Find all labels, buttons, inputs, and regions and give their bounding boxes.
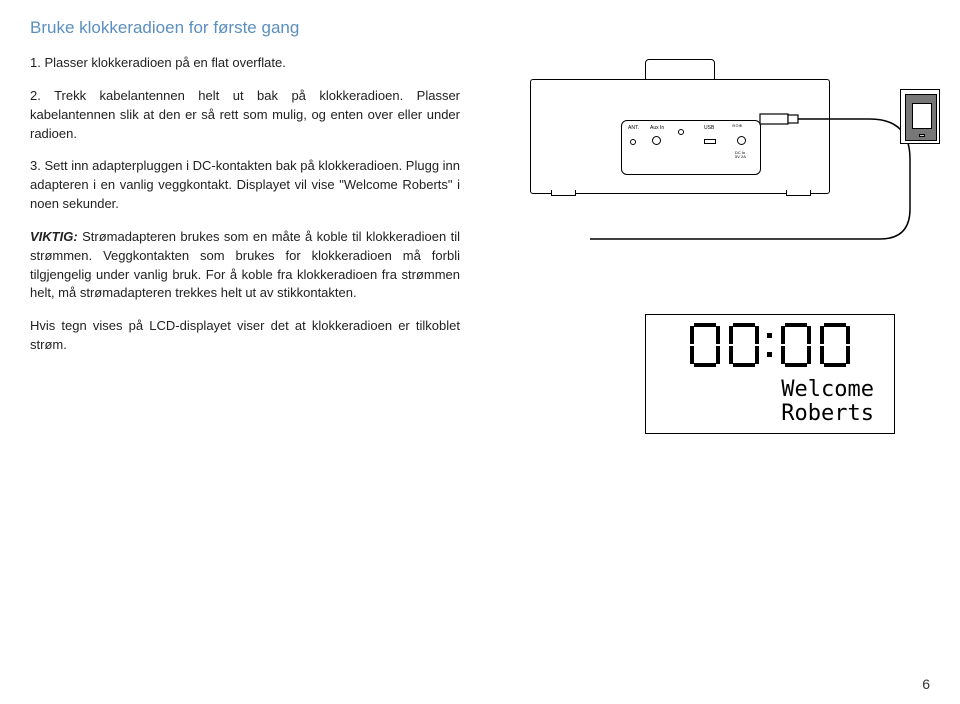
digit-0d — [820, 323, 850, 367]
adapter-face — [912, 103, 932, 129]
illustration-column: ANT. Aux In USB ⊖⊙⊕ DC In 5V 2A — [490, 54, 930, 369]
usb-slot — [704, 139, 716, 144]
aux-port — [652, 136, 661, 145]
foot-right — [786, 190, 811, 196]
power-adapter — [900, 89, 940, 144]
digit-0b — [729, 323, 759, 367]
lcd-display: Welcome Roberts — [645, 314, 895, 434]
dc-port — [737, 136, 746, 145]
lcd-time — [658, 323, 882, 372]
digit-0a — [690, 323, 720, 367]
footer-note: Hvis tegn vises på LCD-displayet viser d… — [30, 317, 460, 355]
important-label: VIKTIG: — [30, 229, 78, 244]
instructions-column: 1. Plasser klokkeradioen på en flat over… — [30, 54, 460, 369]
polarity-icon: ⊖⊙⊕ — [732, 123, 742, 128]
aux-label: Aux In — [650, 125, 664, 131]
adapter-pin — [919, 134, 925, 137]
dc-label: DC In 5V 2A — [735, 151, 746, 159]
important-note: VIKTIG: Strømadapteren brukes som en måt… — [30, 228, 460, 303]
lcd-line1: Welcome — [658, 378, 882, 402]
device-diagram: ANT. Aux In USB ⊖⊙⊕ DC In 5V 2A — [530, 59, 900, 199]
ant-label: ANT. — [628, 125, 639, 131]
content-row: 1. Plasser klokkeradioen på en flat over… — [30, 54, 930, 369]
step-3: 3. Sett inn adapterpluggen i DC-kontakte… — [30, 157, 460, 214]
colon — [765, 323, 775, 367]
back-panel: ANT. Aux In USB ⊖⊙⊕ DC In 5V 2A — [621, 120, 761, 175]
step-1: 1. Plasser klokkeradioen på en flat over… — [30, 54, 460, 73]
device-top — [645, 59, 715, 81]
lcd-line2: Roberts — [658, 402, 882, 426]
usb-label: USB — [704, 125, 714, 131]
page-number: 6 — [922, 676, 930, 692]
foot-left — [551, 190, 576, 196]
digit-0c — [781, 323, 811, 367]
important-text: Strømadapteren brukes som en måte å kobl… — [30, 229, 460, 301]
mid-port — [678, 129, 684, 135]
step-2: 2. Trekk kabelantennen helt ut bak på kl… — [30, 87, 460, 144]
ant-port — [630, 139, 636, 145]
adapter-body — [905, 94, 937, 141]
page-title: Bruke klokkeradioen for første gang — [30, 18, 930, 38]
device-body: ANT. Aux In USB ⊖⊙⊕ DC In 5V 2A — [530, 79, 830, 194]
